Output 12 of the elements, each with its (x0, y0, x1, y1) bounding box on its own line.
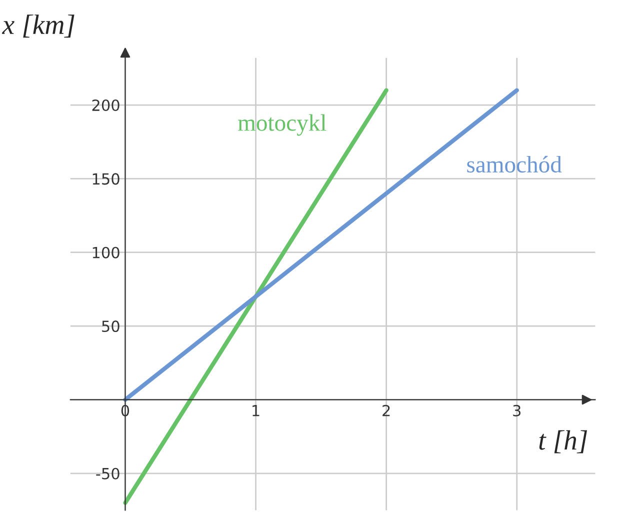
y-tick-label: 150 (92, 173, 120, 185)
series-label: motocykl (238, 114, 326, 136)
x-tick-label: 3 (513, 404, 521, 416)
y-axis-title: x [km] (2, 14, 74, 38)
series-label: samochód (467, 156, 562, 173)
x-axis-title: t [h] (539, 430, 588, 454)
y-tick-label: 200 (92, 99, 120, 112)
x-tick-label: 1 (252, 405, 260, 416)
x-tick-label: 2 (382, 404, 390, 416)
y-tick-label: -50 (96, 468, 120, 480)
y-tick-label: 100 (92, 246, 120, 258)
y-tick-label: 50 (102, 320, 120, 332)
